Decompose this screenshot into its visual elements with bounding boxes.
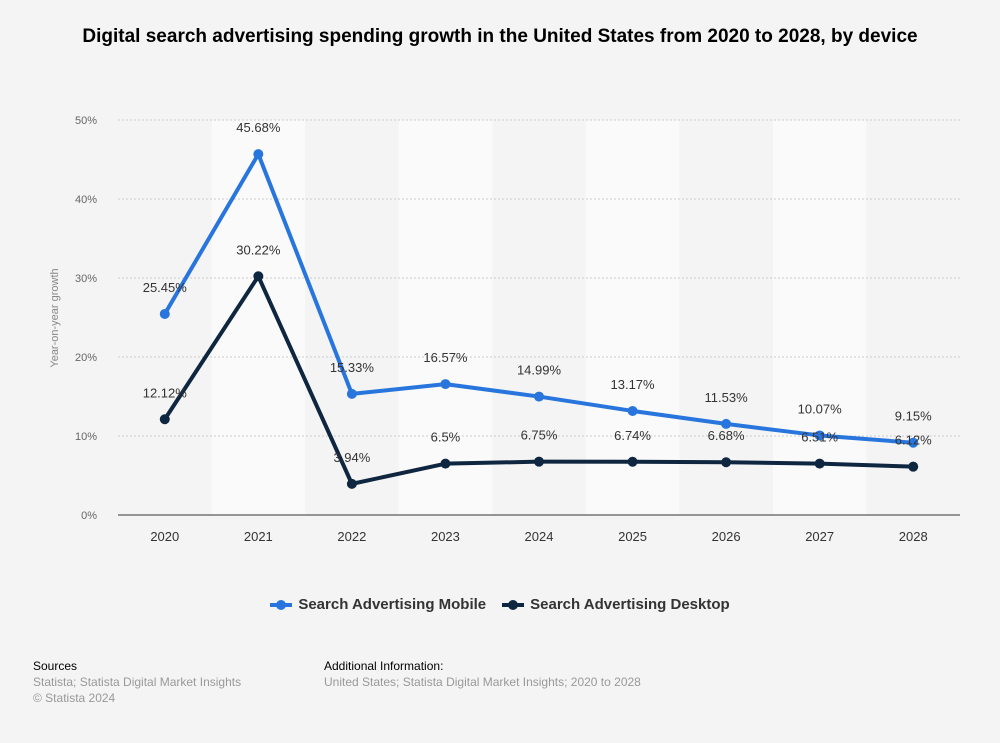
data-label: 6.75% xyxy=(521,428,558,443)
data-point xyxy=(814,430,825,441)
legend: Search Advertising Mobile Search Adverti… xyxy=(0,596,1000,613)
data-point xyxy=(908,461,919,472)
x-tick-label: 2022 xyxy=(337,529,366,544)
sources-label: Sources xyxy=(33,659,78,673)
y-tick-label: 40% xyxy=(75,194,97,206)
data-label: 13.17% xyxy=(611,377,656,392)
sources-text[interactable]: Statista; Statista Digital Market Insigh… xyxy=(33,675,242,689)
band xyxy=(772,120,867,515)
data-point xyxy=(346,478,357,489)
data-label: 6.74% xyxy=(614,428,651,443)
data-label: 6.51% xyxy=(801,430,838,445)
data-point xyxy=(534,391,544,402)
data-label: 16.57% xyxy=(423,350,468,365)
data-label: 25.45% xyxy=(143,280,188,295)
legend-item-mobile[interactable]: Search Advertising Mobile xyxy=(270,596,486,613)
data-point xyxy=(908,437,919,448)
data-label: 6.5% xyxy=(431,430,461,445)
data-label: 30.22% xyxy=(236,242,281,257)
x-tick-label: 2024 xyxy=(525,529,554,544)
data-label: 15.33% xyxy=(330,360,375,375)
band xyxy=(398,120,493,515)
data-label: 3.94% xyxy=(333,450,370,465)
legend-marker-icon xyxy=(270,599,293,610)
y-axis-label: Year-on-year growth xyxy=(49,268,61,367)
legend-label: Search Advertising Desktop xyxy=(530,596,730,613)
data-point xyxy=(721,457,732,468)
data-label: 14.99% xyxy=(517,363,562,378)
x-tick-label: 2025 xyxy=(618,529,647,544)
sources: Sources Statista; Statista Digital Marke… xyxy=(33,658,241,706)
data-label: 9.15% xyxy=(895,409,932,424)
x-tick-label: 2027 xyxy=(805,529,834,544)
data-point xyxy=(814,458,825,469)
legend-marker-icon xyxy=(502,599,525,610)
x-tick-label: 2021 xyxy=(244,529,273,544)
legend-item-desktop[interactable]: Search Advertising Desktop xyxy=(502,596,730,613)
band xyxy=(211,120,306,515)
info-text: United States; Statista Digital Market I… xyxy=(324,675,641,689)
y-tick-label: 20% xyxy=(75,352,97,364)
data-label: 6.12% xyxy=(895,433,932,448)
x-tick-label: 2020 xyxy=(150,529,179,544)
data-point xyxy=(534,456,544,467)
band xyxy=(585,120,680,515)
data-label: 11.53% xyxy=(705,390,749,405)
x-tick-label: 2023 xyxy=(431,529,460,544)
y-tick-label: 50% xyxy=(75,115,97,127)
data-label: 6.68% xyxy=(708,428,745,443)
y-tick-label: 30% xyxy=(75,273,97,285)
data-point xyxy=(721,418,732,429)
info-label: Additional Information: xyxy=(324,659,444,673)
data-point xyxy=(159,308,170,319)
data-label: 45.68% xyxy=(236,120,281,135)
x-tick-label: 2028 xyxy=(899,529,928,544)
data-point xyxy=(253,149,264,160)
data-point xyxy=(440,458,451,469)
chart-title: Digital search advertising spending grow… xyxy=(82,26,918,47)
y-tick-label: 0% xyxy=(81,510,97,522)
data-label: 12.12% xyxy=(143,385,188,400)
x-tick-label: 2026 xyxy=(712,529,741,544)
y-tick-label: 10% xyxy=(75,431,97,443)
copyright[interactable]: © Statista 2024 xyxy=(33,691,116,705)
legend-label: Search Advertising Mobile xyxy=(298,596,487,613)
data-label: 10.07% xyxy=(798,401,843,416)
data-point xyxy=(440,379,451,390)
additional-info: Additional Information: United States; S… xyxy=(324,658,641,690)
data-point xyxy=(627,456,638,467)
data-point xyxy=(253,271,264,282)
data-point xyxy=(627,405,638,416)
data-point xyxy=(346,388,357,399)
data-point xyxy=(159,414,170,425)
